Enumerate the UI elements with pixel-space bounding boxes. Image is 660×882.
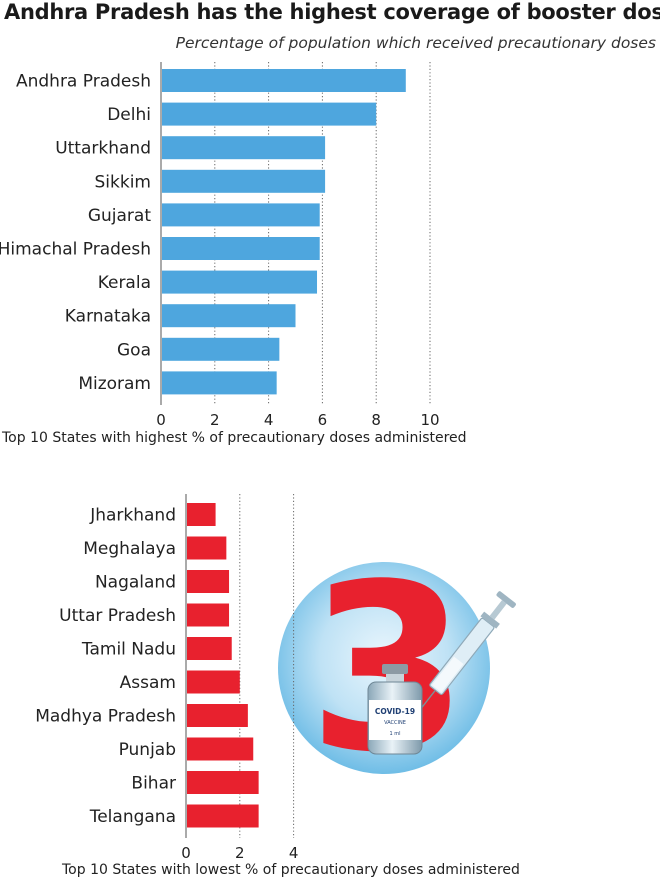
x-tick-label: 10 bbox=[420, 411, 439, 429]
category-label: Kerala bbox=[98, 273, 151, 293]
bar bbox=[187, 670, 240, 694]
bar bbox=[162, 270, 318, 294]
bar bbox=[187, 637, 232, 660]
top-chart-caption: Top 10 States with highest % of precauti… bbox=[2, 430, 467, 446]
lowest-coverage-chart: Jharkhand Meghalaya Nagaland Uttar Pradesh T… bbox=[35, 494, 298, 862]
chart-subtitle: Percentage of population which received … bbox=[175, 34, 656, 52]
category-label: Andhra Pradesh bbox=[16, 72, 151, 92]
bar bbox=[187, 737, 254, 761]
x-tick-label: 4 bbox=[289, 844, 299, 862]
category-label: Mizoram bbox=[78, 374, 151, 394]
bar bbox=[162, 371, 277, 395]
bottom-chart-caption: Top 10 States with lowest % of precautio… bbox=[62, 862, 520, 878]
category-label: Madhya Pradesh bbox=[35, 707, 176, 727]
bar bbox=[187, 771, 259, 794]
x-tick-label: 0 bbox=[181, 844, 191, 862]
bar bbox=[162, 102, 377, 126]
category-label: Jharkhand bbox=[89, 506, 176, 526]
bar bbox=[162, 203, 320, 227]
x-tick-label: 2 bbox=[235, 844, 245, 862]
category-label: Uttarkhand bbox=[55, 139, 151, 159]
category-label: Karnataka bbox=[65, 307, 151, 327]
category-label: Tamil Nadu bbox=[81, 640, 176, 660]
vaccine-vial-icon: COVID-19 VACCINE 1 ml bbox=[367, 664, 423, 755]
vial-label-line1: COVID-19 bbox=[375, 707, 415, 716]
chart-title: Andhra Pradesh has the highest coverage … bbox=[4, 0, 660, 24]
category-label: Himachal Pradesh bbox=[0, 240, 151, 260]
bar bbox=[187, 570, 230, 593]
category-label: Goa bbox=[117, 340, 151, 360]
bar bbox=[187, 804, 259, 828]
category-label: Bihar bbox=[131, 774, 176, 794]
vial-label-line3: 1 ml bbox=[389, 731, 400, 737]
x-tick-label: 8 bbox=[371, 411, 381, 429]
bar bbox=[187, 503, 216, 526]
bar bbox=[187, 536, 227, 560]
category-label: Nagaland bbox=[95, 573, 176, 593]
category-label: Telangana bbox=[89, 807, 176, 827]
syringe-icon bbox=[416, 591, 516, 715]
bar bbox=[162, 237, 320, 260]
bar bbox=[162, 69, 406, 92]
category-label: Sikkim bbox=[95, 172, 152, 192]
category-label: Meghalaya bbox=[83, 539, 176, 559]
bar bbox=[162, 337, 280, 361]
bar bbox=[187, 704, 248, 727]
category-label: Assam bbox=[120, 673, 176, 693]
x-tick-label: 2 bbox=[210, 411, 220, 429]
bar bbox=[162, 136, 326, 160]
category-label: Punjab bbox=[119, 740, 176, 760]
category-label: Gujarat bbox=[88, 206, 151, 226]
x-tick-label: 0 bbox=[156, 411, 166, 429]
bar bbox=[162, 304, 296, 328]
vaccine-illustration: 3 COVID-19 VACCINE 1 ml bbox=[278, 536, 516, 803]
bar bbox=[162, 169, 326, 193]
bar bbox=[187, 603, 230, 627]
x-tick-label: 6 bbox=[318, 411, 328, 429]
highest-coverage-chart: Andhra Pradesh Delhi Uttarkhand Sikkim Gujar… bbox=[0, 62, 440, 429]
x-tick-label: 4 bbox=[264, 411, 274, 429]
category-label: Delhi bbox=[107, 105, 151, 125]
category-label: Uttar Pradesh bbox=[59, 606, 176, 626]
vial-label-line2: VACCINE bbox=[384, 720, 406, 726]
